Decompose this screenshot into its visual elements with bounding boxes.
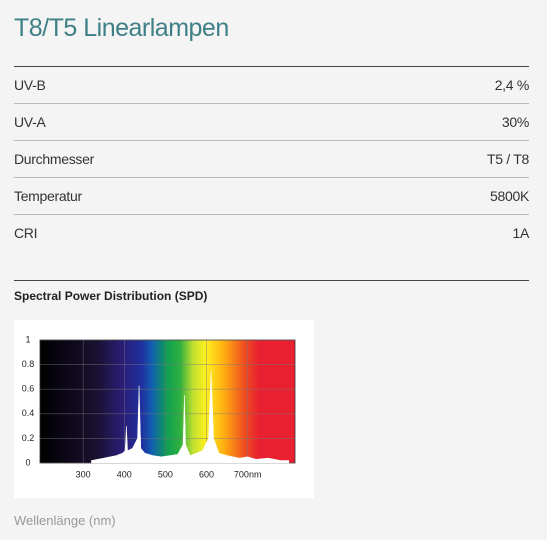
spec-label: Durchmesser xyxy=(14,151,94,167)
spec-label: CRI xyxy=(14,225,38,241)
x-axis-label: Wellenlänge (nm) xyxy=(14,513,116,528)
x-tick-label: 300 xyxy=(76,469,91,479)
x-tick-label: 400 xyxy=(117,469,132,479)
y-tick-label: 0 xyxy=(25,457,30,467)
x-tick-label: 700nm xyxy=(234,469,262,479)
spec-label: Temperatur xyxy=(14,188,82,204)
spec-value: T5 / T8 xyxy=(487,151,529,167)
spec-label: UV-B xyxy=(14,77,46,93)
spec-value: 5800K xyxy=(490,188,529,204)
y-tick-label: 0.4 xyxy=(22,408,35,418)
spec-value: 1A xyxy=(512,225,529,241)
spd-chart: 0 0.2 0.4 0.6 0.8 1 300 400 500 600 700nm xyxy=(22,334,296,479)
y-tick-label: 0.2 xyxy=(22,433,35,443)
y-tick-label: 0.8 xyxy=(22,359,35,369)
x-tick-label: 500 xyxy=(158,469,173,479)
spec-label: UV-A xyxy=(14,114,46,130)
spec-value: 30% xyxy=(501,114,529,130)
spec-row: UV-A 30% xyxy=(14,104,529,141)
x-tick-label: 600 xyxy=(199,469,214,479)
spec-row: CRI 1A xyxy=(14,215,529,251)
spd-area xyxy=(91,370,290,464)
spec-table: UV-B 2,4 % UV-A 30% Durchmesser T5 / T8 Temper… xyxy=(14,66,529,251)
plot-layer: 0 0.2 0.4 0.6 0.8 1 300 400 500 600 700nm xyxy=(22,334,295,479)
spec-value: 2,4 % xyxy=(494,77,530,93)
spec-row: Durchmesser T5 / T8 xyxy=(14,141,529,178)
chart-container: 0 0.2 0.4 0.6 0.8 1 300 400 500 600 700nm xyxy=(14,320,314,498)
spec-row: UV-B 2,4 % xyxy=(14,67,529,104)
spec-row: Temperatur 5800K xyxy=(14,178,529,215)
plot-area xyxy=(39,339,296,464)
separator xyxy=(14,280,529,281)
page-title: T8/T5 Linearlampen xyxy=(14,14,229,42)
y-tick-label: 1 xyxy=(25,334,30,344)
y-tick-label: 0.6 xyxy=(22,384,35,394)
section-heading: Spectral Power Distribution (SPD) xyxy=(14,289,208,303)
